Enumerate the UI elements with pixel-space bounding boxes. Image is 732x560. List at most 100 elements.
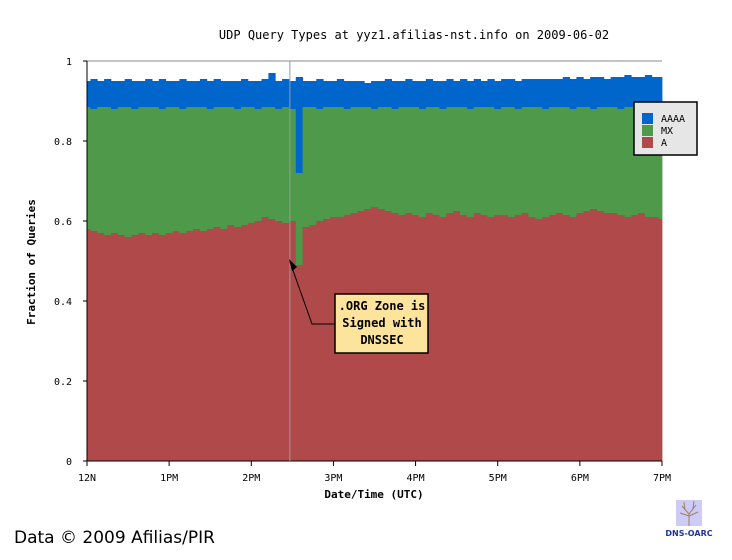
area-segment-aaaa (234, 81, 242, 109)
area-segment-mx (644, 107, 653, 217)
area-segment-aaaa (199, 79, 208, 107)
area-segment-mx (316, 109, 324, 221)
area-segment-aaaa (418, 81, 427, 109)
area-segment-aaaa (357, 81, 365, 107)
data-credit: Data © 2009 Afilias/PIR (14, 528, 215, 548)
area-segment-aaaa (186, 81, 194, 107)
area-segment-aaaa (624, 75, 632, 107)
area-segment-a (227, 225, 235, 461)
area-segment-mx (562, 107, 570, 215)
area-segment-a (521, 213, 529, 461)
legend-label-a: A (661, 138, 667, 149)
area-segment-mx (165, 107, 173, 233)
area-segment-mx (398, 107, 406, 215)
y-tick-label: 1 (66, 57, 72, 68)
area-segment-mx (521, 107, 529, 213)
x-tick-label: 4PM (407, 473, 425, 484)
annotation-line-1: .ORG Zone is (339, 299, 426, 313)
area-segment-mx (418, 109, 427, 217)
area-segment-aaaa (295, 77, 304, 173)
area-segment-a (603, 213, 612, 461)
area-segment-mx (473, 107, 482, 213)
area-segment-aaaa (638, 77, 646, 109)
area-segment-aaaa (316, 79, 324, 109)
area-segment-aaaa (460, 79, 468, 107)
area-segment-a (234, 227, 242, 461)
area-segment-mx (371, 109, 379, 207)
area-segment-a (199, 231, 208, 461)
x-tick-label: 5PM (489, 473, 507, 484)
area-segment-a (494, 215, 502, 461)
area-segment-a (576, 213, 584, 461)
area-segment-a (323, 219, 331, 461)
area-segment-mx (350, 107, 358, 213)
area-segment-aaaa (364, 83, 372, 107)
area-segment-aaaa (343, 81, 351, 109)
area-segment-mx (275, 109, 283, 221)
area-segment-aaaa (405, 79, 413, 107)
y-tick-label: 0.8 (54, 137, 72, 148)
area-segment-mx (288, 109, 297, 221)
area-segment-a (247, 223, 256, 461)
area-segment-mx (343, 109, 351, 215)
area-segment-aaaa (275, 81, 283, 109)
area-segment-mx (480, 107, 488, 215)
area-segment-aaaa (227, 81, 235, 107)
x-axis-label: Date/Time (UTC) (324, 488, 423, 501)
area-segment-aaaa (583, 79, 591, 107)
area-segment-a (254, 221, 262, 461)
area-segment-a (562, 215, 570, 461)
area-segment-mx (466, 109, 475, 217)
area-segment-a (466, 217, 475, 461)
area-segment-a (644, 217, 653, 461)
area-segment-aaaa (336, 79, 345, 107)
x-tick-label: 3PM (324, 473, 342, 484)
area-segment-mx (87, 107, 91, 229)
area-segment-aaaa (494, 81, 502, 109)
area-segment-a (268, 219, 276, 461)
area-segment-aaaa (569, 79, 577, 109)
area-segment-aaaa (412, 81, 420, 107)
area-segment-a (610, 213, 618, 461)
area-segment-a (507, 217, 516, 461)
area-segment-a (309, 225, 317, 461)
area-segment-aaaa (480, 81, 488, 107)
area-segment-a (90, 231, 98, 461)
area-segment-mx (295, 173, 304, 265)
area-segment-mx (555, 107, 564, 213)
area-segment-a (549, 215, 557, 461)
area-segment-aaaa (446, 79, 454, 107)
area-segment-aaaa (371, 81, 379, 109)
area-segment-a (220, 229, 228, 461)
annotation-line-3: DNSSEC (360, 333, 403, 347)
area-segment-mx (364, 107, 372, 209)
area-segment-mx (603, 107, 612, 213)
area-segment-mx (617, 109, 625, 215)
area-segment-aaaa (268, 73, 276, 107)
area-segment-mx (227, 107, 235, 225)
area-segment-aaaa (473, 79, 482, 107)
y-tick-label: 0 (66, 457, 72, 468)
legend-label-mx: MX (661, 126, 673, 137)
area-segment-mx (583, 107, 591, 211)
area-segment-a (535, 219, 543, 461)
area-segment-a (138, 233, 146, 461)
area-segment-aaaa (247, 81, 256, 107)
area-segment-mx (199, 107, 208, 231)
area-segment-a (596, 211, 605, 461)
area-segment-a (275, 221, 283, 461)
area-segment-a (473, 213, 482, 461)
area-segment-mx (179, 109, 187, 233)
area-segment-mx (535, 107, 543, 219)
area-segment-aaaa (288, 81, 297, 109)
area-segment-aaaa (241, 79, 249, 107)
area-segment-aaaa (254, 81, 262, 109)
area-segment-aaaa (514, 81, 523, 109)
area-segment-aaaa (206, 81, 215, 109)
area-segment-aaaa (432, 81, 440, 107)
area-segment-aaaa (282, 79, 290, 107)
area-segment-aaaa (507, 79, 516, 107)
area-segment-mx (206, 109, 215, 229)
area-segment-a (179, 233, 187, 461)
area-segment-a (638, 213, 646, 461)
